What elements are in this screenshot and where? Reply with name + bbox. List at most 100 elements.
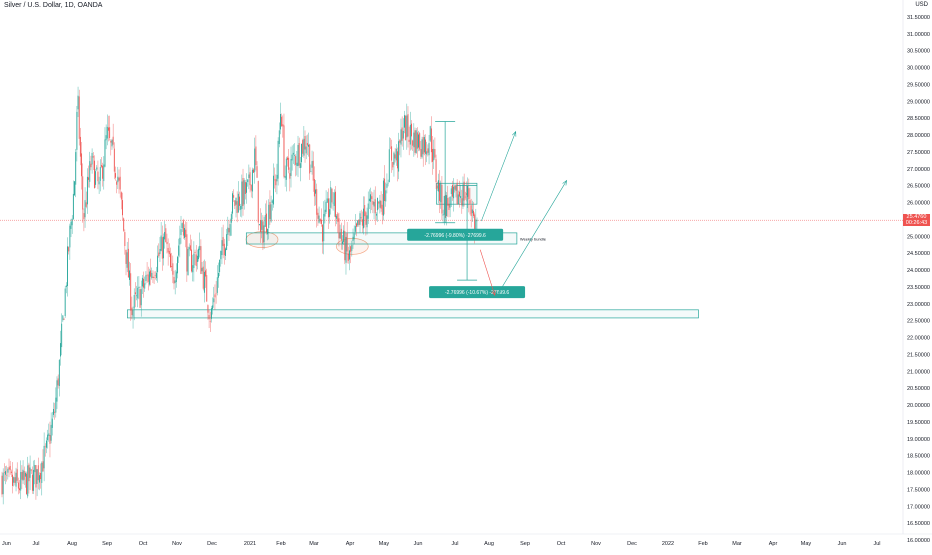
candle-body (22, 469, 24, 481)
candle-body (5, 471, 6, 475)
candle-body (131, 307, 133, 316)
candle-body (360, 217, 362, 219)
candle-body (205, 270, 207, 277)
candle-body (239, 196, 240, 206)
candle-body (41, 462, 43, 483)
candle-body (246, 182, 247, 193)
candle-body (227, 227, 229, 235)
zone-box (127, 309, 699, 319)
candle-body (449, 196, 451, 208)
candle-body (475, 219, 477, 231)
price-tick-label: 30.00000 (907, 66, 930, 72)
candle-body (20, 472, 22, 491)
candle-body (382, 180, 384, 216)
candle-body (81, 153, 83, 177)
candle-body (116, 181, 118, 185)
symbol-title[interactable]: Silver / U.S. Dollar, 1D, OANDA (4, 2, 103, 9)
candle-body (325, 201, 327, 212)
candle-body (163, 236, 164, 259)
candle-body (305, 146, 307, 154)
candle-body (223, 243, 225, 256)
candle-body (49, 435, 51, 444)
candle-body (60, 343, 61, 357)
candle-body (421, 139, 423, 158)
candle-body (439, 182, 441, 201)
candle-body (365, 212, 367, 225)
candle-body (13, 477, 15, 483)
candle-body (72, 193, 74, 219)
candle-body (74, 181, 75, 196)
candle-body (463, 181, 465, 201)
candle-body (28, 464, 30, 482)
arrows (479, 130, 568, 297)
price-tick-label: 29.00000 (907, 99, 930, 105)
candle-body (147, 274, 149, 282)
candle-body (281, 116, 283, 127)
candle-body (311, 161, 313, 168)
candle-body (124, 232, 126, 247)
candle-body (416, 132, 418, 149)
candle-body (280, 114, 281, 130)
candle-body (160, 235, 162, 251)
candle-body (263, 225, 265, 243)
candle-body (92, 156, 94, 158)
candle-body (407, 114, 409, 137)
candle-body (420, 149, 422, 157)
candle-body (299, 163, 301, 168)
currency-unit: USD (915, 2, 928, 8)
candle-body (129, 270, 130, 280)
candle-body (292, 152, 294, 155)
candle-body (290, 159, 292, 176)
candle-body (127, 248, 129, 278)
candle-body (17, 482, 19, 489)
price-axis[interactable]: 16.00000 16.50000 17.00000 17.50000 18.00000… (907, 15, 930, 544)
time-tick-label: Dec (627, 541, 637, 547)
candle-body (377, 197, 379, 211)
candle-body (159, 249, 161, 255)
candle-body (249, 172, 251, 186)
candle-body (141, 277, 143, 287)
candle-body (349, 250, 350, 260)
candle-body (359, 213, 361, 225)
price-tick-label: 26.00000 (907, 201, 930, 207)
candle-body (188, 247, 190, 250)
candle-body (198, 248, 200, 260)
candle-body (98, 181, 100, 185)
candle-body (184, 228, 185, 238)
candle-body (461, 198, 463, 206)
time-axis[interactable]: Jun Jul Aug Sep Oct Nov Dec 2021 Feb Mar Apr May Jun… (2, 541, 881, 547)
candle-body (70, 221, 72, 229)
candle-body (185, 229, 187, 238)
arrow-head (491, 290, 496, 297)
candle-body (133, 295, 135, 309)
candle-body (282, 124, 284, 127)
candle-body (391, 146, 393, 161)
candle-body (57, 378, 59, 386)
candle-body (419, 133, 421, 150)
candle-body (381, 204, 383, 215)
price-tick-label: 22.50000 (907, 319, 930, 325)
price-tick-label: 19.50000 (907, 420, 930, 426)
candle-body (440, 182, 442, 203)
price-tick-label: 27.00000 (907, 167, 930, 173)
candle-body (309, 144, 311, 174)
price-tick-label: 18.50000 (907, 454, 930, 460)
candle-body (96, 167, 98, 170)
candle-body (243, 180, 245, 205)
candle-body (302, 140, 304, 154)
candle-body (77, 95, 79, 110)
candle-body (99, 167, 101, 181)
candle-body (168, 250, 170, 255)
candle-body (308, 144, 309, 147)
candle-body (104, 139, 106, 167)
candle-body (27, 465, 29, 497)
candle-body (143, 278, 145, 288)
candle-body (42, 461, 44, 472)
candle-body (297, 144, 299, 167)
candle-body (258, 224, 260, 225)
candle-body (384, 178, 386, 201)
candle-body (106, 126, 108, 139)
candle-body (228, 228, 230, 233)
